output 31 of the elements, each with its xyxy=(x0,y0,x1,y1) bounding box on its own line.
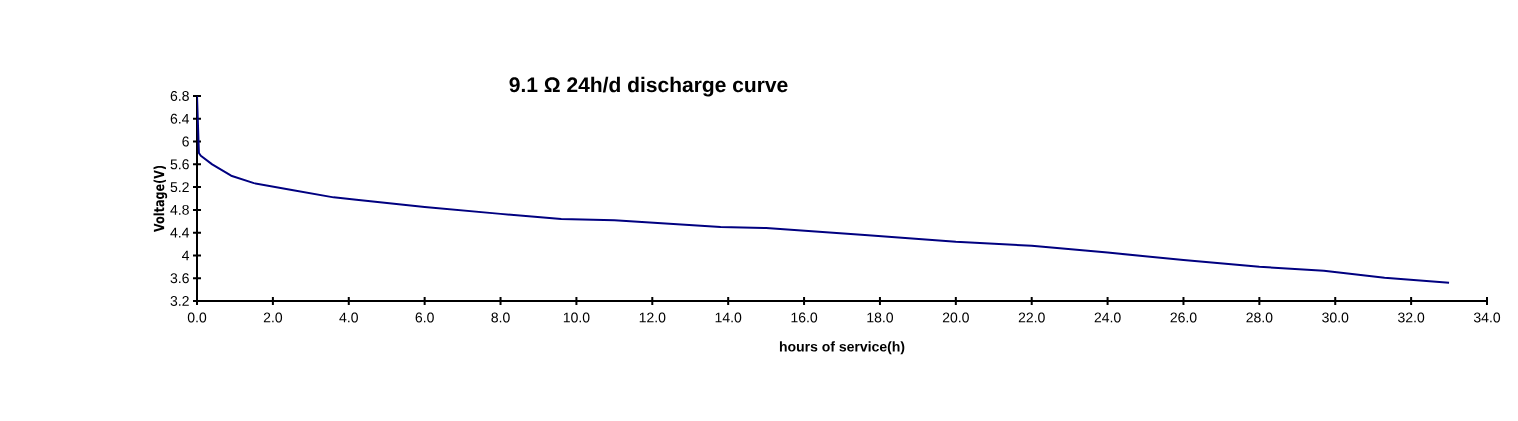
x-tick-label: 22.0 xyxy=(1018,312,1045,323)
x-tick-label: 14.0 xyxy=(715,312,742,323)
x-tick-label: 34.0 xyxy=(1473,312,1501,323)
x-tick-label: 16.0 xyxy=(791,312,818,323)
y-tick-label: 4.4 xyxy=(170,227,190,238)
x-tick-label: 8.0 xyxy=(491,312,510,323)
x-axis-title: hours of service(h) xyxy=(779,341,905,355)
x-tick-label: 0.0 xyxy=(187,312,207,323)
chart-title: 9.1 Ω 24h/d discharge curve xyxy=(509,76,788,97)
y-tick-label: 6.8 xyxy=(170,91,189,101)
y-tick-label: 4 xyxy=(182,250,190,261)
x-tick-label: 32.0 xyxy=(1398,312,1425,323)
y-tick-label: 4.8 xyxy=(170,204,189,215)
x-tick-label: 20.0 xyxy=(942,312,969,323)
x-tick-label: 2.0 xyxy=(263,312,283,323)
y-tick-label: 6.4 xyxy=(170,113,190,124)
y-tick-label: 3.2 xyxy=(170,296,189,306)
x-tick-label: 6.0 xyxy=(415,312,434,323)
x-tick-label: 28.0 xyxy=(1246,312,1273,323)
x-tick-label: 4.0 xyxy=(339,312,358,323)
x-tick-label: 30.0 xyxy=(1322,312,1349,323)
y-tick-label: 6 xyxy=(182,136,189,147)
y-tick-label: 3.6 xyxy=(170,273,189,284)
x-tick-label: 24.0 xyxy=(1094,312,1121,323)
x-tick-label: 26.0 xyxy=(1170,312,1197,323)
y-tick-label: 5.6 xyxy=(170,159,189,170)
x-tick-label: 18.0 xyxy=(867,312,894,323)
x-tick-label: 10.0 xyxy=(563,312,590,323)
y-axis-title: Voltage(V) xyxy=(153,165,168,232)
x-tick-label: 12.0 xyxy=(639,312,666,323)
y-tick-label: 5.2 xyxy=(170,182,189,193)
